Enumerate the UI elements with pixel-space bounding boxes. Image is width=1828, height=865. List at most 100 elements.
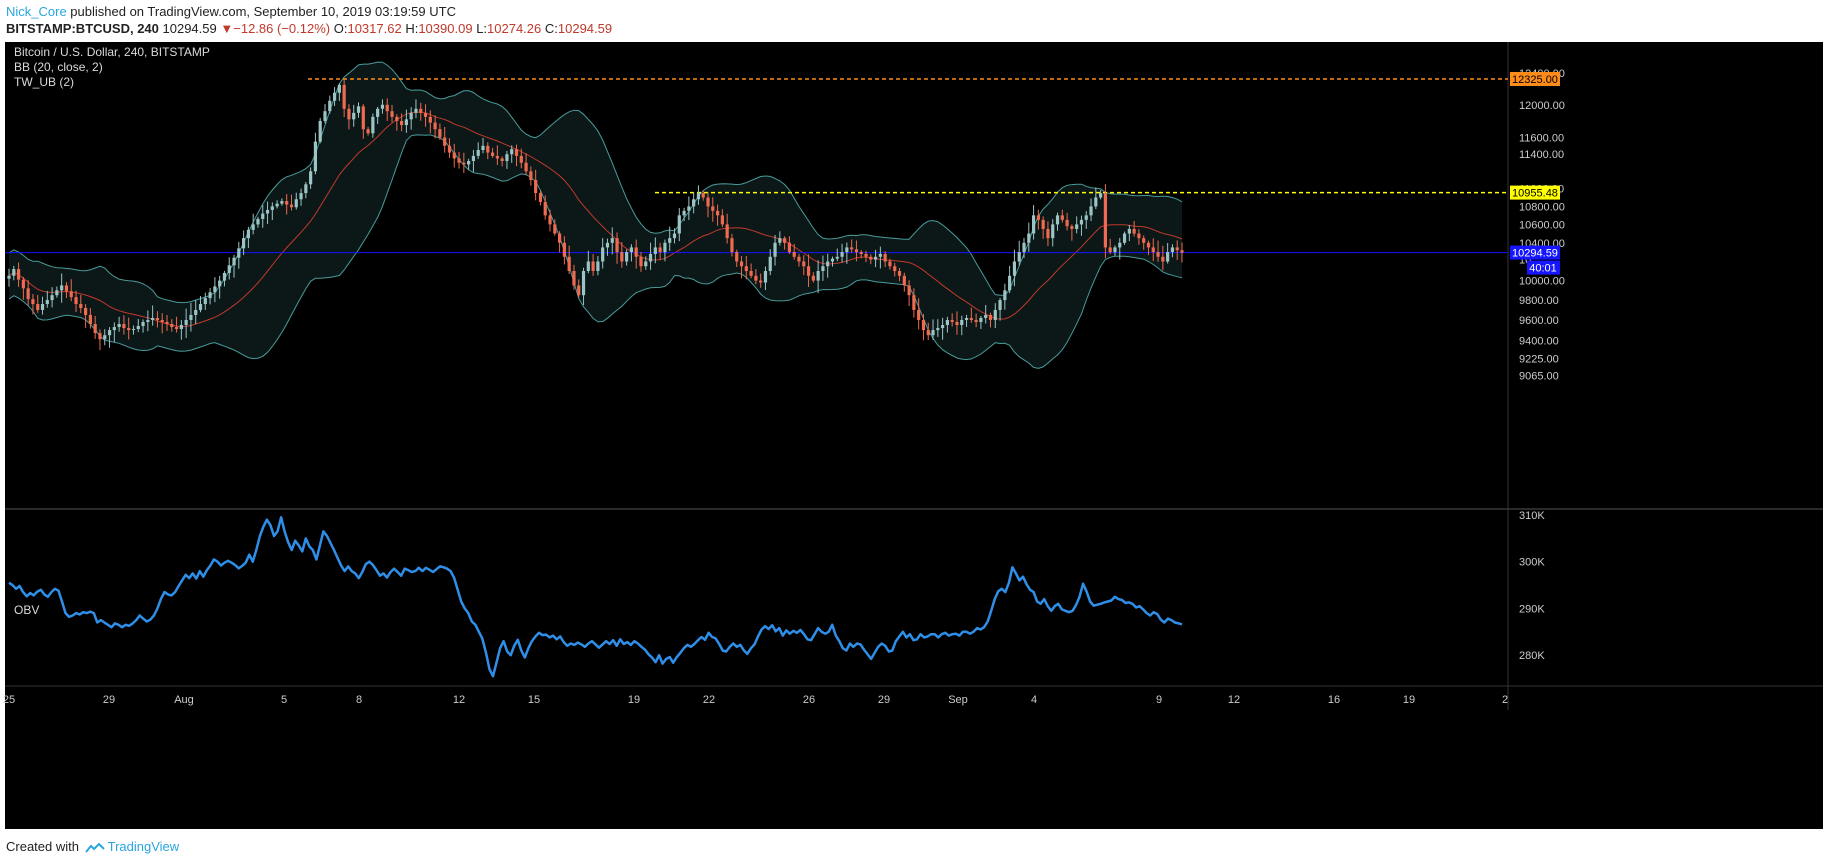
- candle-body: [7, 275, 11, 279]
- candle-body: [1146, 242, 1151, 248]
- candle-body: [69, 291, 73, 298]
- candle-body: [151, 317, 155, 320]
- candle-body: [452, 152, 456, 159]
- candle-body: [725, 224, 729, 239]
- chart-title: Bitcoin / U.S. Dollar, 240, BITSTAMP: [14, 45, 210, 59]
- candle-body: [1031, 215, 1036, 234]
- candle-body: [213, 286, 217, 293]
- candle-body: [55, 290, 59, 296]
- candle-body: [1084, 215, 1088, 220]
- candle-body: [433, 122, 437, 130]
- published-text: published on TradingView.com, September …: [66, 4, 456, 19]
- candle-body: [1027, 233, 1031, 243]
- price-axis-tick: 12000.00: [1519, 100, 1565, 112]
- candle-body: [529, 171, 533, 180]
- price-axis-tick: 9225.00: [1519, 353, 1559, 365]
- candle-body: [821, 266, 825, 272]
- candle-body: [883, 253, 887, 262]
- candle-body: [443, 137, 447, 146]
- price-change: −12.86 (−0.12%): [233, 21, 331, 36]
- bb-indicator-label[interactable]: BB (20, close, 2): [14, 60, 103, 74]
- high-label: H:: [405, 21, 419, 36]
- candle-body: [984, 314, 988, 318]
- tw-indicator-label[interactable]: TW_UB (2): [14, 75, 74, 89]
- candle-body: [399, 120, 404, 126]
- candle-body: [1108, 247, 1112, 253]
- footer: Created with TradingView: [6, 839, 179, 854]
- candle-body: [347, 108, 351, 120]
- candle-body: [1075, 224, 1079, 229]
- price-axis-tick: 9800.00: [1519, 295, 1559, 307]
- tradingview-link[interactable]: TradingView: [107, 839, 180, 854]
- publish-info: Nick_Core published on TradingView.com, …: [6, 4, 456, 19]
- candle-body: [783, 238, 787, 243]
- candle-body: [988, 314, 993, 320]
- obv-line: [8, 516, 1183, 678]
- price-axis-tick: 10600.00: [1519, 219, 1565, 231]
- candle-body: [1156, 252, 1160, 257]
- candle-body: [787, 242, 792, 253]
- candle-body: [864, 253, 868, 257]
- candle-body: [926, 330, 930, 336]
- candle-body: [739, 261, 744, 267]
- candle-body: [677, 215, 681, 234]
- candle-body: [524, 162, 528, 172]
- candle-body: [79, 304, 83, 308]
- candle-body: [160, 319, 164, 322]
- candle-body: [505, 154, 509, 162]
- candle-body: [88, 314, 92, 324]
- candle-body: [251, 224, 255, 230]
- candle-body: [146, 319, 150, 322]
- candle-body: [1118, 242, 1122, 248]
- candle-body: [404, 119, 408, 126]
- candle-body: [98, 333, 102, 340]
- candle-body: [639, 256, 643, 267]
- symbol-label: BITSTAMP:BTCUSD, 240: [6, 21, 159, 36]
- candle-body: [663, 242, 667, 253]
- candle-body: [1003, 290, 1007, 301]
- candle-body: [419, 108, 423, 113]
- resistance-high-price-label-bg: [1510, 71, 1560, 86]
- candle-body: [337, 84, 341, 93]
- candle-body: [500, 158, 504, 162]
- candle-body: [409, 112, 413, 120]
- candle-body: [304, 184, 308, 194]
- candle-body: [342, 84, 346, 109]
- obv-axis-tick: 290K: [1519, 603, 1545, 615]
- candle-body: [1055, 215, 1060, 225]
- bollinger-lower-band: [8, 134, 1183, 369]
- candle-body: [806, 266, 811, 276]
- candle-body: [557, 233, 562, 243]
- last-price: 10294.59: [162, 21, 217, 36]
- candle-body: [93, 323, 97, 334]
- candle-body: [902, 275, 906, 286]
- resistance-high-price-label: 12325.00: [1512, 74, 1558, 86]
- candle-body: [376, 108, 380, 117]
- candle-body: [203, 298, 207, 305]
- candle-body: [237, 248, 241, 258]
- candle-body: [634, 247, 638, 257]
- time-axis-tick: 25: [3, 694, 15, 706]
- candle-body: [840, 252, 844, 257]
- candle-body: [265, 209, 270, 214]
- candle-body: [763, 271, 768, 283]
- obv-indicator-label[interactable]: OBV: [14, 603, 40, 617]
- time-axis-tick: 22: [703, 694, 715, 706]
- candle-body: [754, 275, 758, 281]
- candle-body: [625, 252, 629, 262]
- candle-body: [1180, 250, 1184, 253]
- candle-body: [232, 257, 236, 266]
- candle-body: [1103, 193, 1107, 248]
- time-axis-tick: 16: [1328, 694, 1340, 706]
- candle-body: [816, 271, 820, 281]
- candle-body: [467, 161, 471, 165]
- author-link[interactable]: Nick_Core: [6, 4, 67, 19]
- candle-body: [476, 150, 480, 156]
- candle-body: [309, 171, 313, 185]
- candle-body: [366, 129, 370, 134]
- candle-body: [917, 309, 921, 320]
- candle-body: [495, 155, 499, 159]
- time-axis-tick: Aug: [174, 694, 194, 706]
- candle-body: [912, 295, 916, 310]
